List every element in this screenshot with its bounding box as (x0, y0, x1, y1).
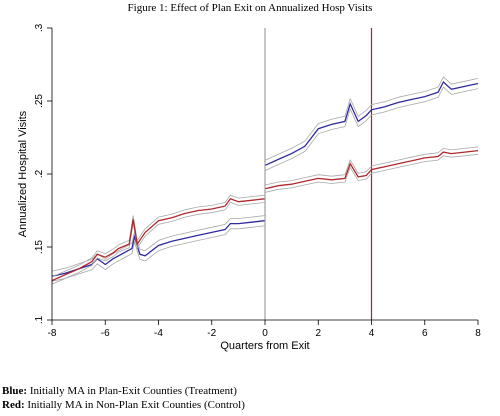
x-axis-title: Quarters from Exit (220, 340, 309, 352)
ci-lower-series-0-segment-1 (265, 86, 479, 171)
x-tick-label: -6 (101, 328, 110, 339)
ci-lower-series-1-segment-1 (265, 153, 479, 193)
x-tick-label: 2 (315, 328, 321, 339)
y-tick-label: .3 (34, 23, 45, 32)
x-tick-label: -4 (154, 328, 163, 339)
y-tick-label: .15 (34, 240, 45, 254)
legend-note-treatment: Blue: Initially MA in Plan-Exit Counties… (2, 384, 245, 398)
ci-lower-series-1-segment-0 (51, 202, 265, 285)
ci-upper-series-1-segment-0 (51, 194, 265, 278)
x-tick-label: 0 (262, 328, 268, 339)
x-tick-label: 8 (475, 328, 481, 339)
y-tick-label: .1 (34, 315, 45, 324)
ci-upper-series-1-segment-1 (265, 146, 479, 186)
ci-upper-series-0-segment-1 (265, 76, 479, 161)
figure-title: Figure 1: Effect of Plan Exit on Annuali… (127, 2, 373, 14)
series-line-1-segment-0 (51, 198, 265, 282)
legend-text-treatment: Initially MA in Plan-Exit Counties (Trea… (29, 385, 237, 397)
chart-container: -8 -6 -4 -2 0 2 4 6 8 .1 .15 .2 .25 .3 Quarters from E… (0, 14, 500, 370)
line-chart: -8 -6 -4 -2 0 2 4 6 8 .1 .15 .2 .25 .3 Quarters from E… (17, 23, 481, 352)
legend-key-control: Red: (2, 399, 25, 411)
y-tick-label: .2 (34, 169, 45, 178)
legend-key-treatment: Blue: (2, 385, 28, 397)
ci-lower-series-0-segment-0 (51, 225, 265, 282)
legend-notes: Blue: Initially MA in Plan-Exit Counties… (2, 384, 245, 412)
ci-upper-series-0-segment-0 (51, 215, 265, 272)
x-tick-label: -8 (48, 328, 57, 339)
y-tick-label: .25 (34, 94, 45, 108)
legend-text-control: Initially MA in Non-Plan Exit Counties (… (27, 399, 245, 411)
legend-note-control: Red: Initially MA in Non-Plan Exit Count… (2, 398, 245, 412)
x-tick-label: -2 (207, 328, 216, 339)
series-line-0-segment-1 (265, 80, 479, 166)
series-line-1-segment-1 (265, 149, 479, 190)
x-tick-label: 6 (422, 328, 428, 339)
y-axis-title: Annualized Hospital Visits (17, 110, 29, 237)
x-tick-label: 4 (369, 328, 375, 339)
